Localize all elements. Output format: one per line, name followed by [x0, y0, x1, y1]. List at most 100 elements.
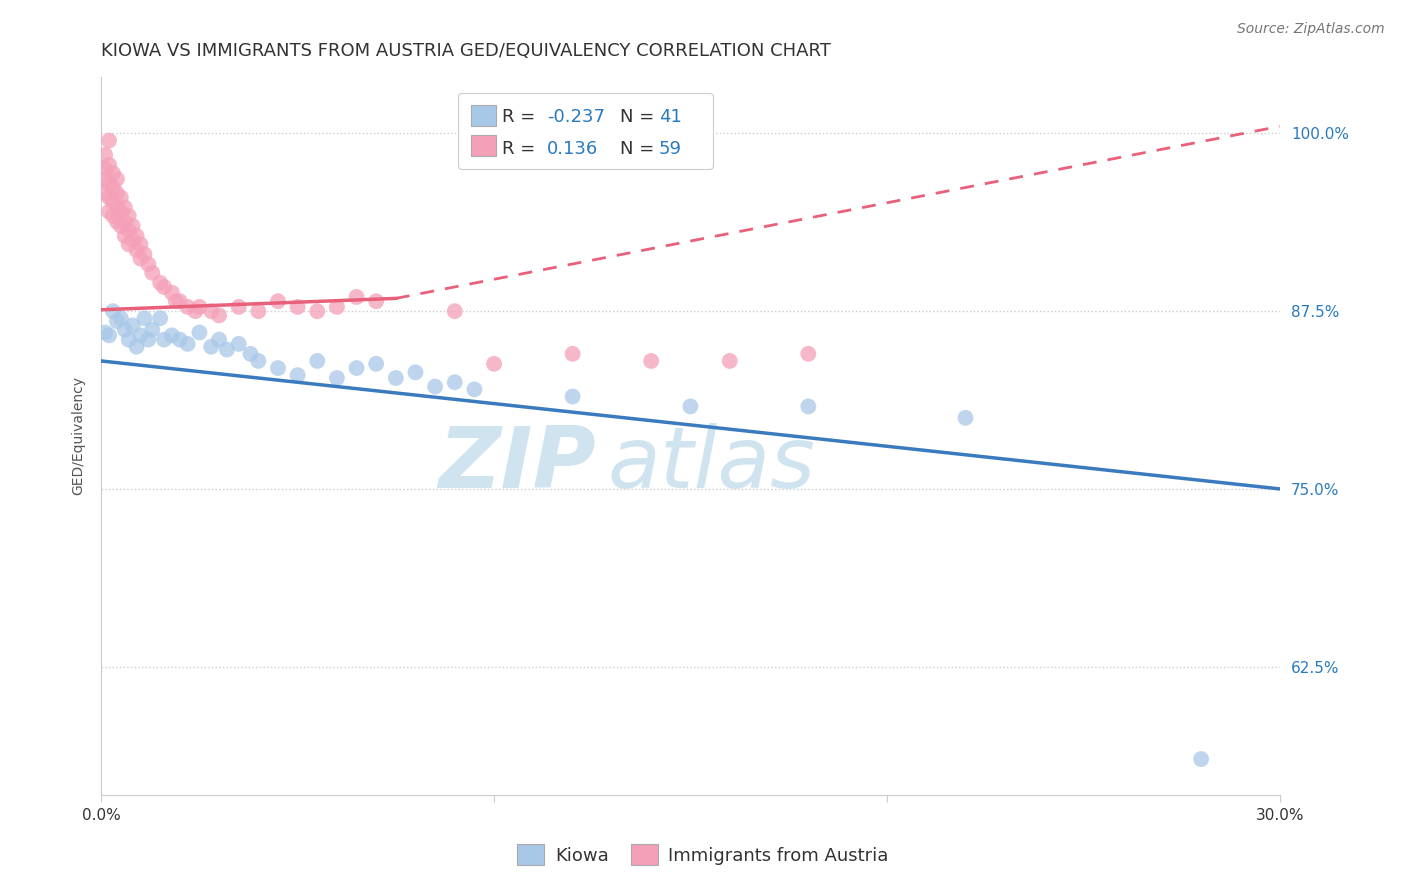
Point: [184, 304, 207, 318]
Point: [405, 365, 427, 379]
Point: [228, 300, 250, 314]
Text: atlas: atlas: [607, 423, 815, 506]
Point: [188, 326, 211, 340]
Point: [188, 300, 211, 314]
Point: [134, 247, 156, 261]
Point: [101, 209, 124, 223]
Point: [366, 294, 388, 309]
Text: 0.136: 0.136: [547, 139, 598, 158]
Point: [101, 180, 124, 194]
Point: [797, 400, 820, 414]
Text: -0.237: -0.237: [547, 108, 605, 127]
Point: [443, 376, 465, 390]
Point: [307, 304, 329, 318]
Point: [94, 172, 117, 186]
Point: [287, 300, 309, 314]
Point: [561, 347, 583, 361]
Text: 59: 59: [658, 139, 682, 158]
Point: [98, 204, 121, 219]
Point: [121, 233, 143, 247]
Point: [94, 148, 117, 162]
Point: [94, 186, 117, 201]
Point: [385, 371, 408, 385]
Point: [110, 204, 132, 219]
Text: ZIP: ZIP: [439, 423, 596, 506]
Point: [346, 361, 368, 376]
Point: [121, 318, 143, 333]
Point: [679, 400, 702, 414]
Point: [153, 280, 176, 294]
Point: [98, 158, 121, 172]
Point: [105, 172, 128, 186]
Point: [134, 311, 156, 326]
Point: [200, 340, 222, 354]
Point: [114, 228, 136, 243]
Point: [105, 314, 128, 328]
Point: [101, 194, 124, 209]
Point: [129, 237, 152, 252]
Point: [114, 201, 136, 215]
Point: [118, 333, 141, 347]
Point: [176, 337, 198, 351]
Point: [118, 237, 141, 252]
Point: [326, 371, 349, 385]
Point: [482, 357, 505, 371]
Point: [94, 326, 117, 340]
Point: [101, 166, 124, 180]
Point: [105, 214, 128, 228]
Point: [267, 361, 290, 376]
Text: 41: 41: [658, 108, 682, 127]
Point: [423, 379, 446, 393]
Point: [326, 300, 349, 314]
Text: Source: ZipAtlas.com: Source: ZipAtlas.com: [1237, 22, 1385, 37]
Point: [153, 333, 176, 347]
Point: [463, 383, 485, 397]
Point: [125, 340, 148, 354]
Point: [239, 347, 262, 361]
Point: [267, 294, 290, 309]
Point: [114, 323, 136, 337]
Point: [176, 300, 198, 314]
Point: [110, 311, 132, 326]
Point: [640, 354, 662, 368]
Text: N =: N =: [620, 108, 659, 127]
Point: [160, 285, 183, 300]
Point: [208, 309, 231, 323]
Text: N =: N =: [620, 139, 659, 158]
Text: R =: R =: [502, 108, 541, 127]
Point: [149, 276, 172, 290]
Point: [138, 333, 160, 347]
Point: [98, 190, 121, 204]
Point: [718, 354, 741, 368]
Point: [228, 337, 250, 351]
Point: [129, 252, 152, 266]
Y-axis label: GED/Equivalency: GED/Equivalency: [72, 376, 86, 495]
Point: [125, 228, 148, 243]
Point: [121, 219, 143, 233]
Point: [169, 333, 191, 347]
Point: [149, 311, 172, 326]
Point: [955, 410, 977, 425]
Point: [346, 290, 368, 304]
Point: [110, 219, 132, 233]
Point: [114, 214, 136, 228]
Legend:                                   ,                                   : ,: [458, 93, 713, 169]
Point: [160, 328, 183, 343]
Point: [366, 357, 388, 371]
Point: [561, 389, 583, 403]
Point: [208, 333, 231, 347]
Point: [105, 201, 128, 215]
Point: [247, 354, 270, 368]
Point: [247, 304, 270, 318]
Point: [94, 161, 117, 176]
Point: [98, 176, 121, 190]
Point: [1189, 752, 1212, 766]
Point: [118, 223, 141, 237]
Point: [307, 354, 329, 368]
Point: [169, 294, 191, 309]
Point: [200, 304, 222, 318]
Point: [105, 186, 128, 201]
Point: [797, 347, 820, 361]
Point: [165, 294, 187, 309]
Point: [287, 368, 309, 383]
